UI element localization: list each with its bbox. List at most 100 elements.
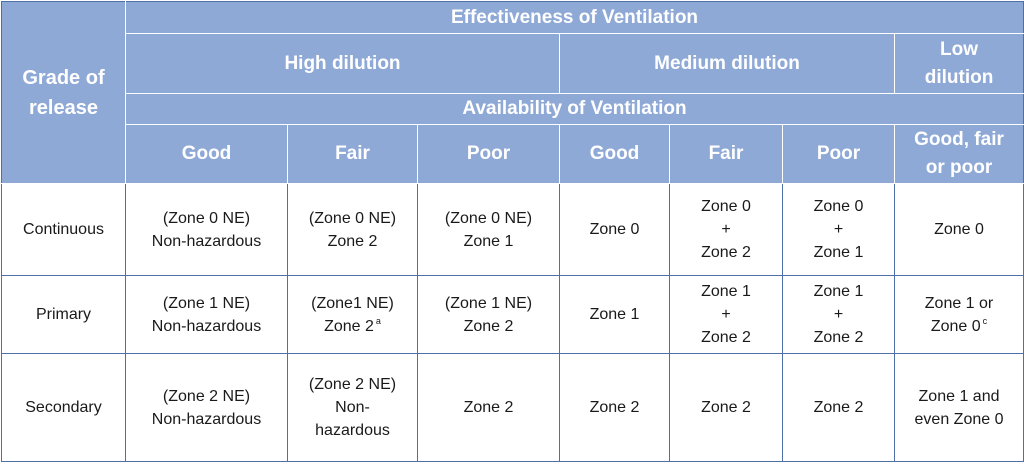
zone-text: Zone 0 [701,198,751,215]
grade-cell: Primary [1,275,126,354]
availability-level-header: Fair [669,124,783,184]
zone-line: (Zone 1 NE) [130,292,283,315]
zone-cell: (Zone 1 NE) Non-hazardous [125,275,288,354]
zone-line: (Zone 2 NE) [130,385,283,408]
availability-level-header: Poor [417,124,560,184]
zone-text: Non-hazardous [151,317,262,335]
zone-text: Zone 2 [813,399,864,416]
zone-line: Zone 1 [422,230,555,253]
availability-level-header: Poor [782,124,895,184]
medium-dilution-header: Medium dilution [559,33,895,94]
grade-cell: Continuous [1,183,126,276]
zone-line: even Zone 0 [899,408,1019,431]
zone-text: Zone 2 [327,232,378,250]
zone-line: (Zone 2 NE) [292,373,413,396]
zone-line: Zone 1 [564,303,665,326]
zone-cell: (Zone 0 NE) Zone 2 [287,183,418,276]
zone-line: Zone 2 [674,396,778,419]
availability-level-header: Good [125,124,288,184]
header-line: Grade of [22,66,105,89]
zone-text: Zone 2 [813,329,864,346]
zone-text: Non-hazardous [151,232,262,250]
zone-line: Zone 1 or [899,292,1019,315]
availability-level-header: Good [559,124,670,184]
zone-cell: Zone 2 [559,353,670,462]
zone-cell: (Zone 2 NE) Non-hazardous [287,353,418,462]
header-line: Low [940,38,979,60]
zone-cell: Zone 0 [559,183,670,276]
zone-text: Zone 1 [589,306,640,323]
header-line: or poor [925,157,993,178]
zone-text: + [721,306,731,323]
zone-text: + [721,221,731,238]
zone-line: Zone 2 [292,230,413,253]
header-line: Good, fair [914,129,1004,150]
effectiveness-header: Effectiveness of Ventilation [124,1,1024,34]
zone-cell: Zone 2 [782,353,895,462]
table-row: Primary (Zone 1 NE) Non-hazardous (Zone1 NE… [1,275,1024,354]
zone-cell: (Zone 1 NE) Zone 2 [417,275,560,354]
zone-line: (Zone 0 NE) [292,207,413,230]
zone-line: (Zone1 NE) [292,292,413,315]
availability-header: Availability of Ventilation [124,93,1024,125]
zone-line: Zone 1 [674,280,778,303]
zone-text: Zone 1 [463,232,514,250]
zone-cell: Zone 1 and even Zone 0 [893,353,1024,462]
zone-text: Zone 2 [324,317,374,335]
zone-cell: (Zone 0 NE) Zone 1 [417,183,560,276]
zone-cell: (Zone 2 NE) Non-hazardous [125,353,288,462]
header-line: dilution [924,66,994,88]
header-line: Poor [466,143,511,164]
zone-text: Zone 0 [813,198,864,215]
zone-text: Zone 0 [589,221,640,238]
zone-text: even Zone 0 [914,410,1004,428]
availability-level-header: Good, fair or poor [893,124,1024,184]
table-row: Continuous (Zone 0 NE) Non-hazardous (Zone … [1,183,1024,276]
zone-cell: Zone 2 [417,353,560,462]
header-line: Good [589,143,640,164]
zone-line: Zone 1 and [899,385,1019,408]
zone-cell: Zone 1 + Zone 2 [669,275,783,354]
zone-line: (Zone 0 NE) [130,207,283,230]
zone-text: Zone 0 [934,221,984,238]
zone-line: Zone 0 [674,195,778,218]
zone-line: Zone 2 [674,326,778,349]
zone-line: Zone 2 [422,396,555,419]
zone-line: Non-hazardous [130,408,283,431]
zone-text: (Zone 0 NE) [308,209,397,227]
zone-line: + [787,303,890,326]
zone-line: + [674,303,778,326]
zone-text: Non-hazardous [151,410,262,428]
availability-levels-row: Good Fair Poor Good Fair Poor Good, fair or poo… [2,124,1024,184]
zone-text: Zone 1 [813,244,864,261]
high-dilution-header: High dilution [125,33,560,94]
zone-line: Zone 0 [899,218,1019,241]
header-line: Good [181,143,232,164]
zone-text: (Zone1 NE) [311,294,394,312]
zone-text: hazardous [315,422,390,439]
zone-line: (Zone 1 NE) [422,292,555,315]
zone-text: Zone 1 [701,283,751,300]
zone-cell: Zone 1 [559,275,670,354]
grade-cell: Secondary [1,353,126,462]
zone-cell: Zone 0 [893,183,1024,276]
zone-text: (Zone 0 NE) [444,209,533,227]
header-line: Fair [708,143,744,164]
zone-line: Non-hazardous [130,230,283,253]
zone-text: (Zone 1 NE) [162,294,251,312]
header-line: release [29,96,98,119]
table-row: Secondary (Zone 2 NE) Non-hazardous (Zone 2… [1,353,1024,462]
zone-line: Zone 2 [674,241,778,264]
zone-line: Zone 2 [422,315,555,338]
zone-text: Zone 2 [589,399,640,416]
zone-line: Zone 2 [787,326,890,349]
zone-text: Zone 1 and [918,387,1000,405]
table-body: Continuous (Zone 0 NE) Non-hazardous (Zone … [1,183,1024,462]
zone-text: Zone 2 [701,244,751,261]
zone-line: Zone 2 [564,396,665,419]
zone-line: + [674,218,778,241]
zone-text: + [833,306,844,323]
